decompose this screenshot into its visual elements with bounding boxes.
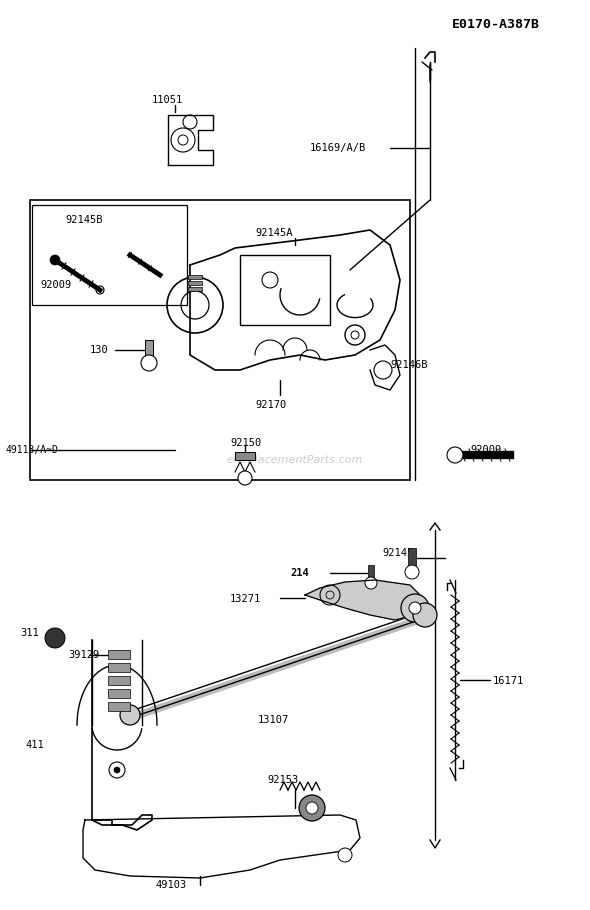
- Bar: [30, 200, 410, 480]
- Bar: [108, 650, 130, 659]
- Text: 92170: 92170: [255, 400, 286, 410]
- Text: 11051: 11051: [152, 95, 183, 105]
- Text: 16169/A/B: 16169/A/B: [310, 143, 366, 153]
- Text: 411: 411: [25, 740, 44, 750]
- Circle shape: [299, 795, 325, 821]
- Text: 92009: 92009: [40, 280, 71, 290]
- Circle shape: [114, 767, 120, 773]
- Text: 39129: 39129: [68, 650, 99, 660]
- Circle shape: [405, 565, 419, 579]
- Text: 214: 214: [290, 568, 309, 578]
- Circle shape: [409, 602, 421, 614]
- Bar: [108, 676, 130, 685]
- Circle shape: [45, 628, 65, 648]
- Bar: [108, 702, 130, 711]
- Bar: [108, 663, 130, 672]
- Text: E0170-A387B: E0170-A387B: [452, 18, 540, 31]
- Bar: [368, 565, 374, 581]
- Text: 13107: 13107: [258, 715, 289, 725]
- Text: 16171: 16171: [493, 676, 525, 686]
- Text: 92146B: 92146B: [390, 360, 428, 370]
- Circle shape: [365, 577, 377, 589]
- Circle shape: [306, 802, 318, 814]
- Circle shape: [338, 848, 352, 862]
- Text: 92150: 92150: [230, 438, 261, 448]
- Text: 130: 130: [90, 345, 109, 355]
- Text: 92153: 92153: [267, 775, 299, 785]
- Circle shape: [447, 447, 463, 463]
- Bar: [240, 255, 330, 325]
- Polygon shape: [305, 580, 425, 620]
- Circle shape: [238, 471, 252, 485]
- Bar: [408, 548, 416, 568]
- Bar: [188, 287, 202, 291]
- Bar: [108, 689, 130, 698]
- Circle shape: [109, 762, 125, 778]
- Text: 92145: 92145: [382, 548, 413, 558]
- Bar: [145, 340, 153, 358]
- Circle shape: [141, 355, 157, 371]
- Bar: [188, 281, 202, 285]
- Text: 92145A: 92145A: [255, 228, 293, 238]
- Text: 13271: 13271: [230, 594, 261, 604]
- Circle shape: [401, 594, 429, 622]
- Bar: [188, 275, 202, 279]
- Circle shape: [413, 603, 437, 627]
- Text: eReplacementParts.com: eReplacementParts.com: [227, 455, 363, 465]
- Circle shape: [120, 705, 140, 725]
- Bar: [32, 205, 187, 305]
- Text: 49113/A~D: 49113/A~D: [5, 445, 58, 455]
- Text: 311: 311: [20, 628, 39, 638]
- Text: 92145B: 92145B: [65, 215, 103, 225]
- Text: 92009: 92009: [470, 445, 502, 455]
- Bar: [235, 452, 255, 460]
- Text: 49103: 49103: [155, 880, 186, 890]
- Circle shape: [50, 255, 60, 265]
